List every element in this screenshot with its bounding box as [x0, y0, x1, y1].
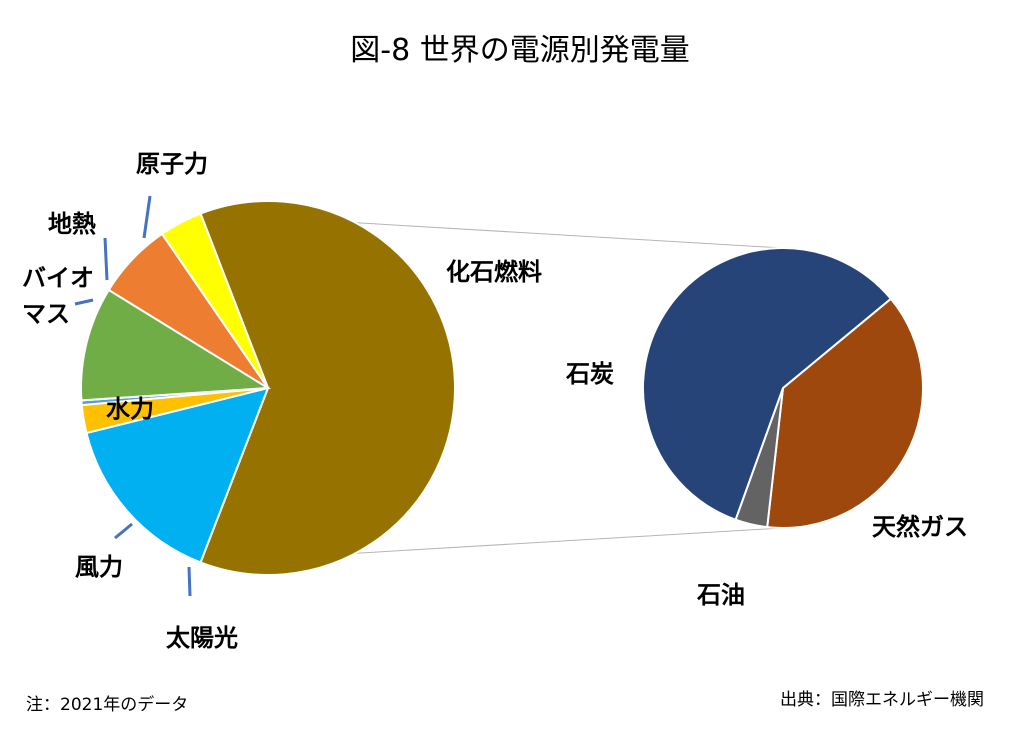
label-coal: 石炭 [565, 360, 614, 388]
arrow-geothermal [103, 237, 109, 281]
arrow-nuclear [142, 195, 152, 239]
label-nuclear: 原子力 [136, 150, 208, 178]
label-hydro: 水力 [106, 395, 154, 423]
secondary-slice-0 [642, 247, 893, 522]
label-biomass-line1: バイオ [22, 264, 94, 292]
primary-slice-1 [85, 386, 270, 564]
footnote: 注：2021年のデータ [26, 694, 188, 715]
chart-title: 図-8 世界の電源別発電量 [350, 33, 689, 68]
source-note: 出典：国際エネルギー機関 [780, 690, 984, 710]
label-solar: 太陽光 [166, 624, 238, 652]
arrow-wind [114, 522, 133, 540]
label-wind: 風力 [75, 553, 123, 581]
label-natural-gas: 天然ガス [872, 513, 968, 541]
label-oil: 石油 [696, 581, 745, 609]
primary-slice-0 [199, 200, 456, 576]
primary-slice-4 [80, 288, 272, 402]
primary-pie [80, 200, 456, 576]
secondary-pie [642, 247, 924, 529]
label-fossil: 化石燃料 [446, 258, 542, 286]
secondary-slice-1 [766, 297, 924, 529]
label-geothermal: 地熱 [48, 210, 96, 238]
label-arrows [74, 195, 192, 597]
primary-slice-6 [160, 212, 269, 389]
arrow-solar [187, 566, 192, 597]
label-biomass-line2: マス [22, 300, 70, 328]
arrow-biomass [74, 298, 94, 306]
